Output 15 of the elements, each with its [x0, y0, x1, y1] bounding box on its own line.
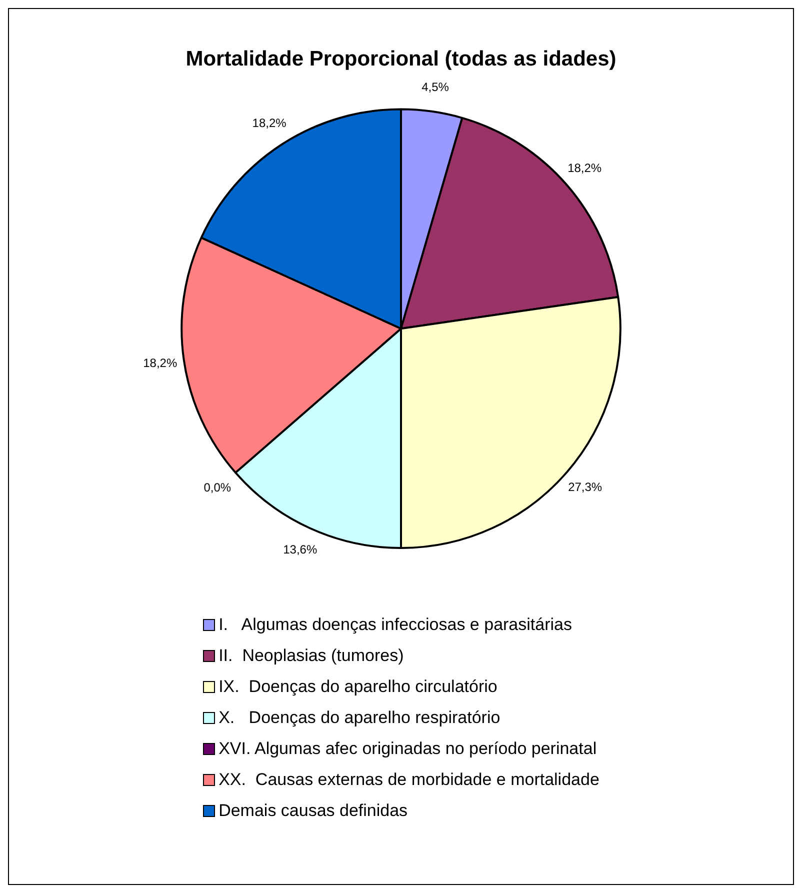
legend-label: X. Doenças do aparelho respiratório — [218, 708, 500, 728]
data-label: 18,2% — [568, 161, 602, 176]
data-label: 4,5% — [422, 80, 450, 94]
text: 0,0% — [204, 480, 232, 495]
legend-label: XX. Causas externas de morbidade e mortalidade — [218, 770, 600, 790]
data-label: 13,6% — [283, 542, 318, 556]
legend-label: Demais causas definidas — [218, 800, 408, 820]
legend-label: I. Algumas doenças infecciosas e parasitárias — [218, 614, 572, 634]
chart-title: Mortalidade Proporcional (todas as idades) — [186, 47, 616, 70]
data-label: 27,3% — [568, 480, 602, 494]
data-label: 18,2% — [143, 356, 178, 370]
legend-label: XVI. Algumas afec originadas no período perinatal — [218, 738, 597, 758]
legend-label: II. Neoplasias (tumores) — [218, 646, 404, 666]
data-label: 18,2% — [252, 116, 287, 130]
legend-label: IX. Doenças do aparelho circulatório — [218, 676, 498, 696]
